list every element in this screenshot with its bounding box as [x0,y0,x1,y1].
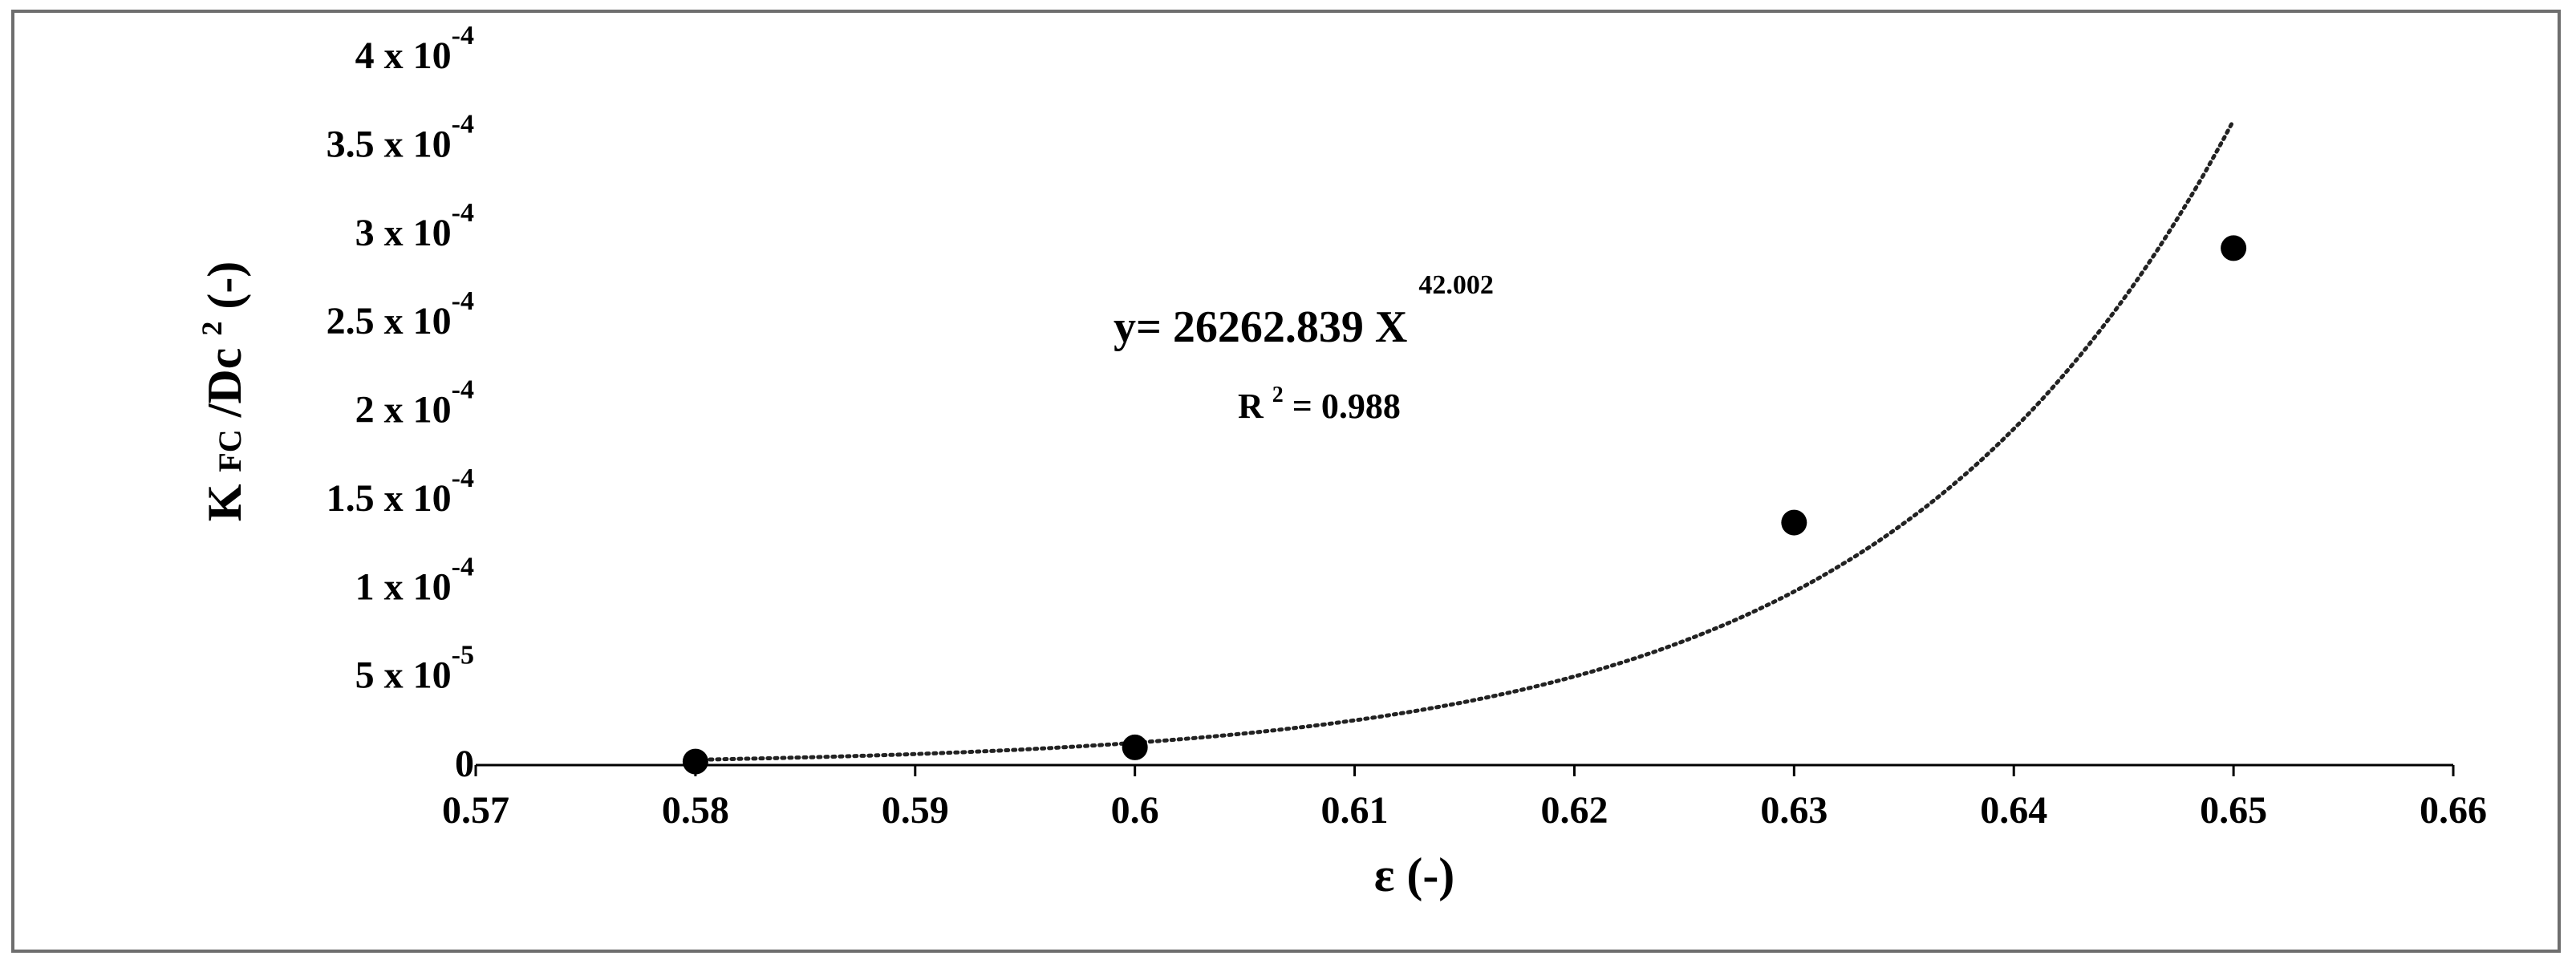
trendline [693,118,2236,762]
y-tick-labels: 0 5 x 10-5 1 x 10-4 1.5 x 10-4 2 x 10-4 2.5 x… [327,21,474,785]
x-tick-label: 0.58 [662,789,729,832]
x-tick-label: 0.64 [1980,789,2047,832]
y-axis-title-main: K [198,484,251,521]
data-point [682,748,708,775]
y-axis-title: K FC /Dc 2 (-) [179,261,251,522]
y-axis-title-sub: FC [212,429,248,472]
y-tick-label: 1 x 10-4 [355,552,474,608]
chart-frame: 0 5 x 10-5 1 x 10-4 1.5 x 10-4 2 x 10-4 2.5 x… [11,10,2561,953]
y-axis-title-end: (-) [198,261,251,310]
y-axis-title-mid: /Dc [198,348,251,419]
y-tick-label: 5 x 10-5 [355,641,474,697]
x-tick-label: 0.6 [1111,789,1159,832]
x-tick-label: 0.65 [2200,789,2267,832]
trendline-equation: y= 26262.839 X 42.002 [1114,270,1494,352]
x-tick-labels: 0.57 0.58 0.59 0.6 0.61 0.62 0.63 0.64 0.65 0.66 [442,765,2487,832]
chart: 0 5 x 10-5 1 x 10-4 1.5 x 10-4 2 x 10-4 2.5 x… [179,21,2487,901]
y-tick-label: 2 x 10-4 [355,375,474,431]
equation-exponent: 42.002 [1418,270,1494,300]
r-squared: R 2 = 0.988 [1238,371,1401,426]
data-points [682,235,2247,775]
x-tick-label: 0.57 [442,789,509,832]
y-tick-label: 1.5 x 10-4 [327,464,474,520]
x-tick-label: 0.61 [1321,789,1389,832]
r-squared-sup: 2 [1272,383,1284,407]
x-tick-label: 0.59 [882,789,949,832]
y-tick-label: 0 [455,743,474,785]
y-tick-label: 2.5 x 10-4 [327,286,474,342]
r-squared-r: R [1238,387,1264,426]
y-tick-label: 3.5 x 10-4 [327,109,474,165]
y-tick-label: 3 x 10-4 [355,198,474,254]
data-point [1781,509,1807,536]
x-tick-label: 0.66 [2420,789,2487,832]
x-axis-title: ε (-) [1374,848,1455,901]
y-axis-title-sup: 2 [196,322,228,336]
equation-main: y= 26262.839 X [1114,302,1407,352]
data-point [2221,235,2247,261]
r-squared-value: = 0.988 [1292,387,1401,426]
y-tick-label: 4 x 10-4 [355,21,474,77]
x-tick-label: 0.63 [1760,789,1828,832]
data-point [1122,734,1148,760]
x-tick-label: 0.62 [1540,789,1608,832]
